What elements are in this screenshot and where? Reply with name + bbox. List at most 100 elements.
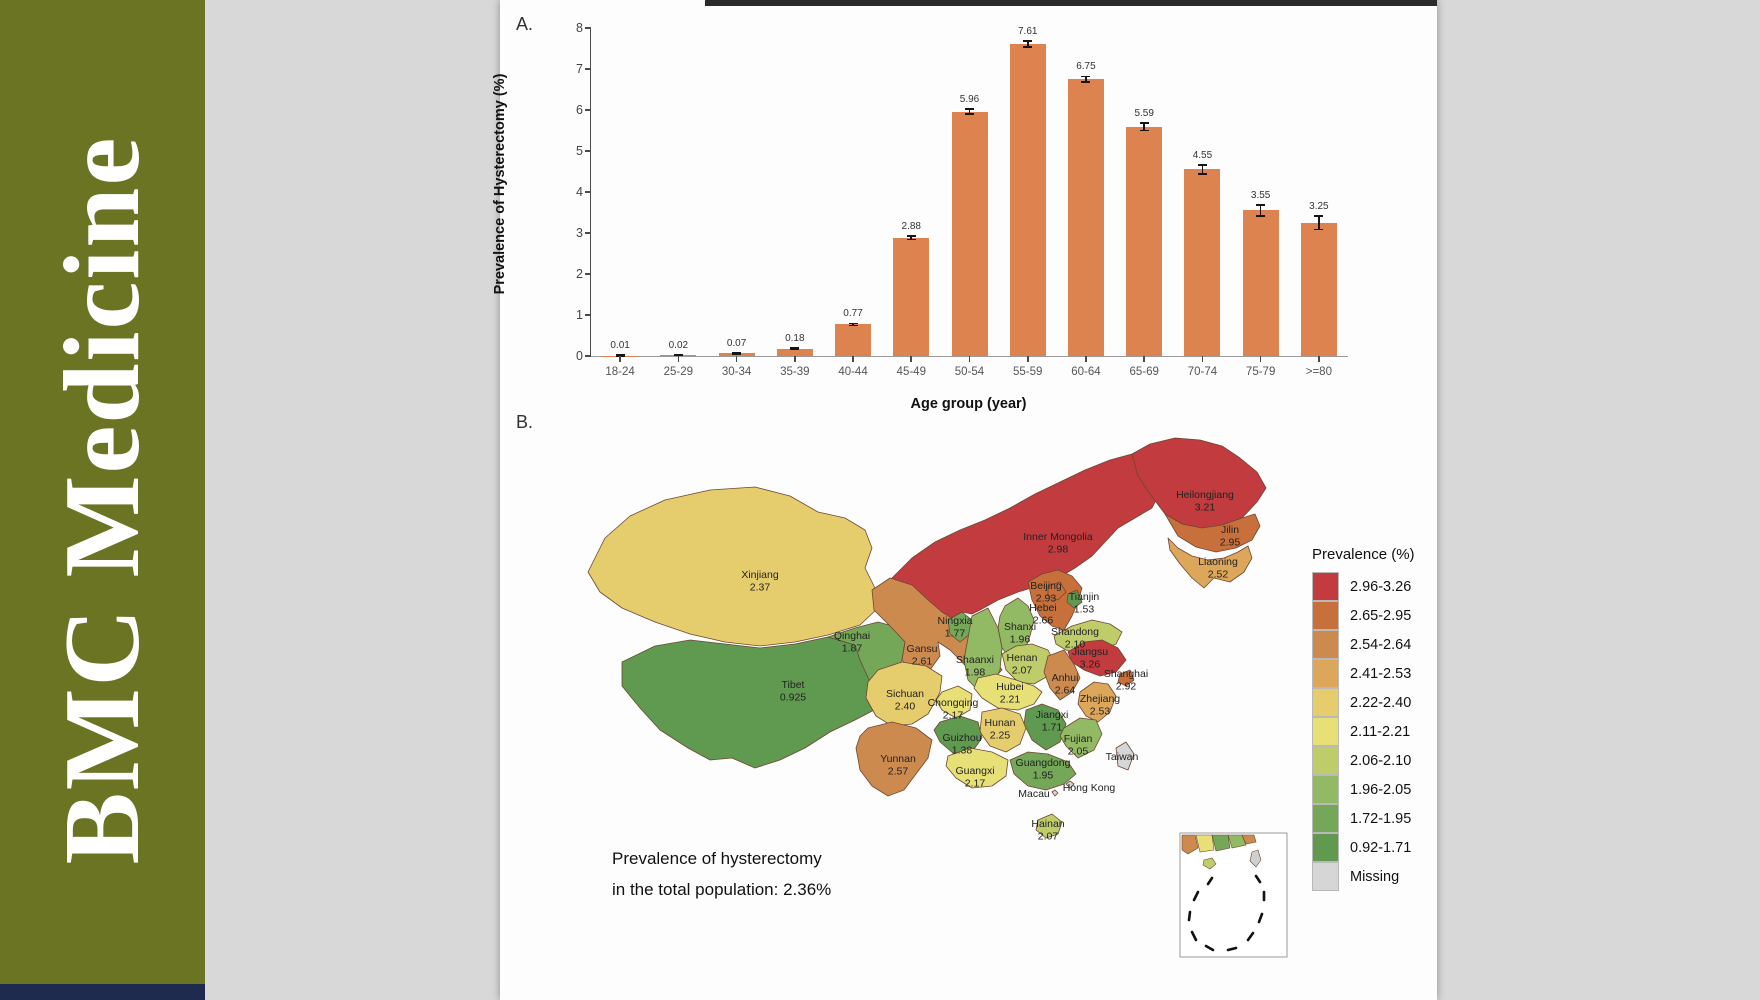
- error-bar-cap: [1256, 204, 1266, 206]
- province-liaoning: [1167, 537, 1253, 589]
- province-value-liaoning: 2.52: [1208, 569, 1229, 581]
- map-caption-line1: Prevalence of hysterectomy: [612, 849, 822, 868]
- bar: [893, 237, 930, 356]
- y-axis-tick: [585, 314, 591, 316]
- legend-swatch: [1312, 804, 1339, 833]
- sidebar-bottom-strip: [0, 984, 205, 1000]
- province-label-shanxi: Shanxi: [1004, 621, 1036, 633]
- error-bar: [1085, 76, 1087, 83]
- province-label-fujian: Fujian: [1064, 733, 1093, 745]
- bar: [951, 111, 988, 356]
- province-label-shandong: Shandong: [1051, 626, 1099, 638]
- y-axis-tick-label: 4: [576, 185, 583, 199]
- legend-label: Missing: [1350, 868, 1400, 885]
- x-axis-tick-label: 18-24: [605, 366, 635, 378]
- y-axis-tick-label: 8: [576, 21, 583, 35]
- bar-value-label: 5.59: [1134, 108, 1154, 120]
- bar-value-label: 0.07: [726, 337, 747, 349]
- error-bar: [1026, 40, 1029, 48]
- province-tianjin: [1066, 589, 1083, 609]
- province-label-xinjiang: Xinjiang: [741, 569, 779, 581]
- y-axis-tick-label: 1: [576, 308, 583, 322]
- province-label-gansu: Gansu: [907, 643, 938, 655]
- error-bar-cap: [906, 238, 916, 241]
- province-value-jiangxi: 1.71: [1042, 722, 1063, 734]
- province-hainan: [1035, 813, 1063, 839]
- bar-value-label: 0.77: [843, 308, 863, 320]
- province-value-jiangsu: 3.26: [1080, 659, 1101, 671]
- x-axis-tick-label: 30-34: [721, 366, 752, 378]
- province-value-guangxi: 2.17: [965, 778, 986, 790]
- journal-title: BMC Medicine: [42, 135, 162, 865]
- error-bar-cap: [790, 347, 800, 349]
- x-axis-tick-label: 65-69: [1129, 366, 1159, 378]
- legend-label: 1.96-2.05: [1350, 781, 1412, 798]
- legend-label: 2.96-3.26: [1350, 578, 1412, 595]
- province-value-qinghai: 1.87: [842, 643, 863, 655]
- legend-row: 1.72-1.95: [1312, 804, 1434, 833]
- legend-row: 2.54-2.64: [1312, 630, 1434, 659]
- province-hong-kong: [1065, 780, 1075, 789]
- error-bar-cap: [1314, 228, 1324, 231]
- error-bar-cap: [673, 354, 683, 357]
- legend-label: 2.22-2.40: [1350, 694, 1412, 711]
- province-taiwan: [1115, 741, 1135, 771]
- error-bar: [968, 109, 971, 115]
- map-legend-rows: 2.96-3.26 2.65-2.95 2.54-2.64 2.41-2.53 2.22…: [1312, 572, 1434, 891]
- y-axis-tick: [585, 355, 591, 357]
- province-value-shaanxi: 1.98: [965, 667, 986, 679]
- province-label-beijing: Beijing: [1030, 580, 1062, 592]
- province-label-chongqing: Chongqing: [928, 697, 979, 709]
- x-axis-tick: [1201, 356, 1204, 362]
- error-bar-cap: [732, 351, 742, 354]
- bar-value-label: 0.18: [785, 332, 805, 344]
- province-macau: [1051, 789, 1059, 797]
- error-bar-cap: [615, 354, 625, 356]
- province-label-guizhou: Guizhou: [942, 732, 981, 744]
- legend-row: 2.06-2.10: [1312, 746, 1434, 775]
- province-value-gansu: 2.61: [912, 656, 933, 668]
- y-axis-title: Prevalence of Hysterectomy (%): [492, 73, 508, 295]
- province-chongqing: [935, 685, 973, 719]
- error-bar-cap: [1023, 46, 1033, 49]
- bar: [718, 353, 755, 356]
- legend-row: 2.11-2.21: [1312, 717, 1434, 746]
- x-axis-tick: [1143, 356, 1145, 362]
- province-hubei: [973, 673, 1043, 711]
- x-axis-tick-label: >=80: [1305, 366, 1332, 378]
- bar: [1242, 210, 1279, 356]
- legend-swatch: [1312, 659, 1339, 688]
- error-bar-cap: [848, 322, 858, 325]
- error-bar-cap: [965, 108, 974, 110]
- y-axis-tick: [585, 232, 591, 234]
- bar: [1067, 79, 1104, 356]
- x-axis-tick: [619, 356, 621, 362]
- province-label-zhejiang: Zhejiang: [1080, 693, 1120, 705]
- province-value-ningxia: 1.77: [945, 628, 966, 640]
- province-guangxi: [945, 747, 1009, 789]
- bar: [1009, 44, 1046, 356]
- bar-value-label: 3.25: [1309, 201, 1329, 213]
- legend-label: 2.11-2.21: [1350, 723, 1411, 740]
- panel-a-label: A.: [516, 14, 534, 34]
- province-label-guangxi: Guangxi: [955, 765, 994, 777]
- province-label-anhui: Anhui: [1052, 672, 1079, 684]
- legend-swatch: [1312, 833, 1339, 862]
- x-axis-tick-label: 50-54: [954, 366, 985, 378]
- error-bar-cap: [1197, 173, 1207, 175]
- province-value-tianjin: 1.53: [1074, 604, 1095, 616]
- province-sichuan: [865, 661, 943, 727]
- error-bar-cap: [1314, 215, 1324, 217]
- legend-row: 2.65-2.95: [1312, 601, 1434, 630]
- bar: [1126, 126, 1163, 356]
- x-axis-tick: [794, 356, 796, 362]
- bar-plot-area: 0 1 2 3 4 5 6 7 8 0.01 18-24 0.02 25-29 0.07 30-34 0.18…: [576, 21, 1348, 378]
- panel-top-strip: [705, 0, 1437, 6]
- province-value-hainan: 2.07: [1038, 831, 1059, 843]
- error-bar-cap: [906, 235, 916, 238]
- province-value-shanghai: 2.92: [1116, 681, 1137, 693]
- province-value-inner-mongolia: 2.98: [1048, 544, 1069, 556]
- y-axis-tick: [585, 273, 591, 275]
